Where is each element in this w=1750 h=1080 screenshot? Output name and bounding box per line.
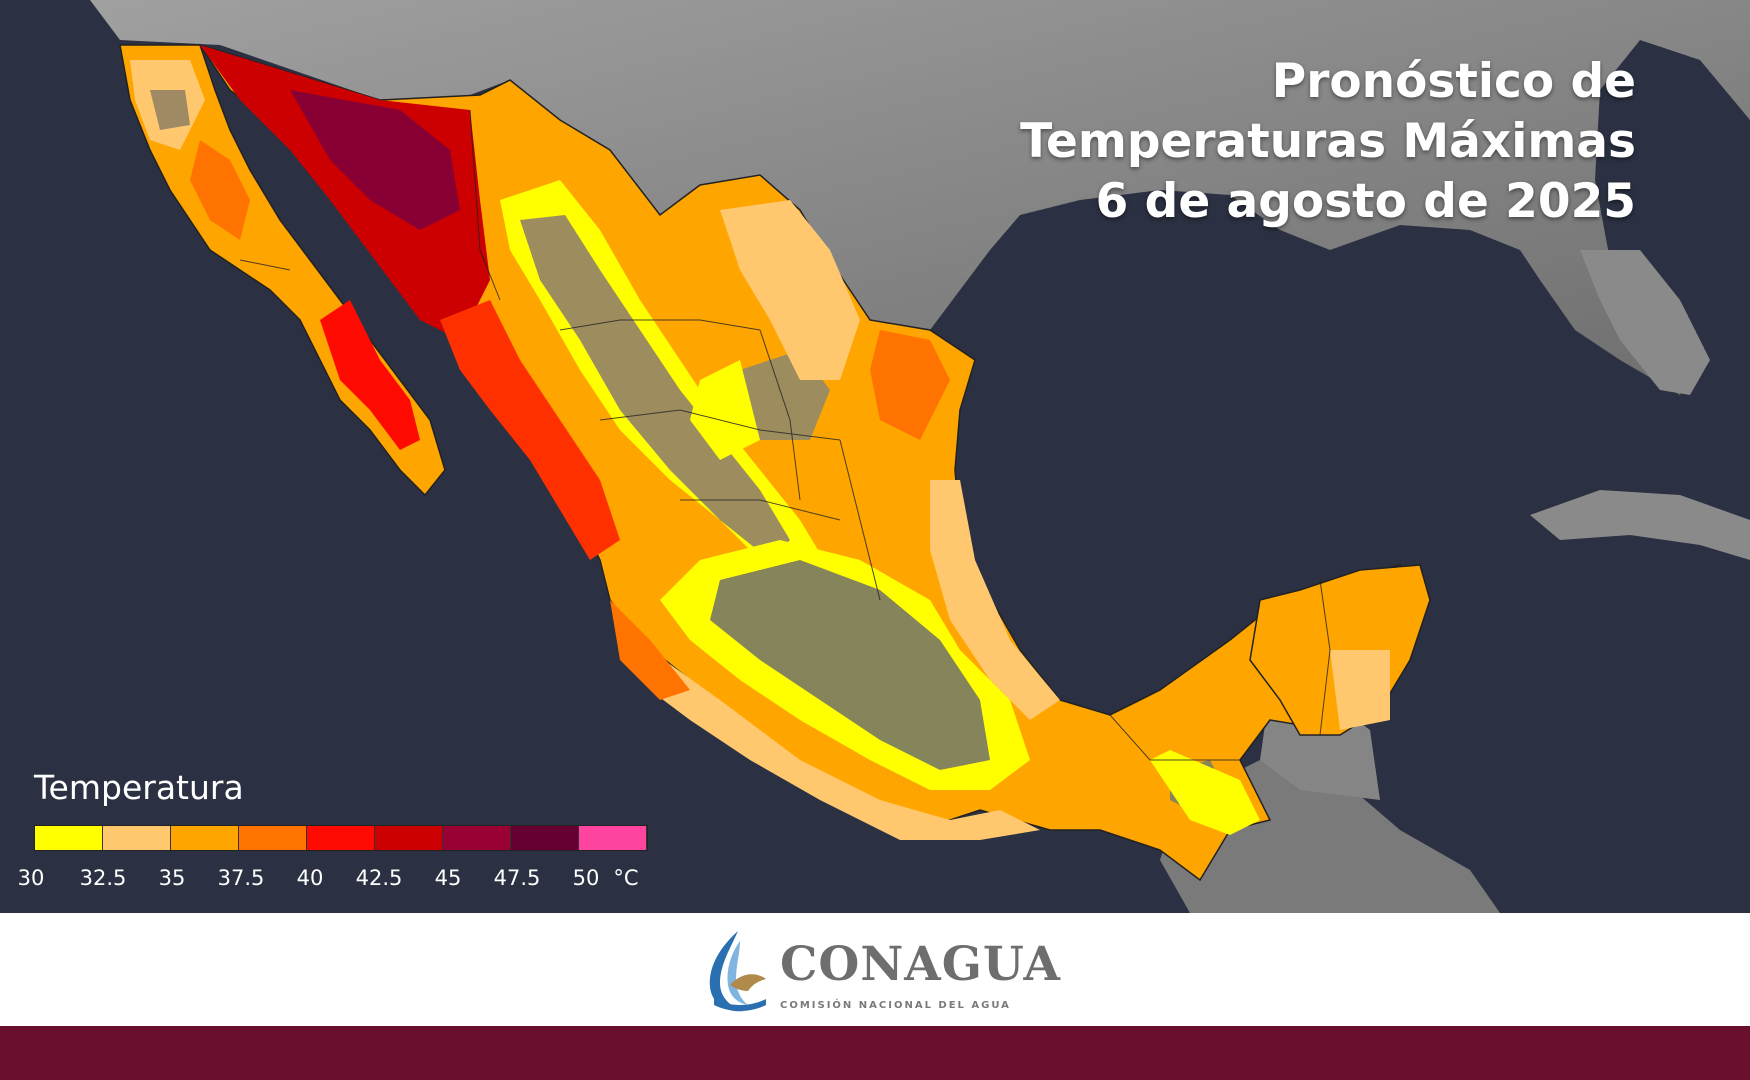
central-plateau-highland — [710, 560, 990, 770]
legend-swatch — [171, 826, 239, 850]
sinaloa-hot-zone — [440, 300, 620, 560]
baja-cool-zone — [150, 90, 190, 130]
sonora-extreme-zone — [200, 45, 490, 340]
legend-tick-label: 32.5 — [79, 866, 127, 890]
florida-land — [1580, 250, 1710, 395]
baja-hot-zone-north — [190, 140, 250, 240]
title-line-2: Temperaturas Máximas — [1020, 114, 1636, 169]
map-title: Pronóstico de Temperaturas Máximas 6 de … — [1020, 52, 1636, 232]
legend-tick-label: 50 — [572, 866, 600, 890]
pacific-coast-hot — [610, 600, 690, 700]
legend-tick-label: 37.5 — [217, 866, 265, 890]
legend-tick-label: 42.5 — [355, 866, 403, 890]
legend-unit-label: °C — [613, 866, 639, 890]
legend-swatch — [307, 826, 375, 850]
conagua-logo: CONAGUA COMISIÓN NACIONAL DEL AGUA — [700, 927, 1060, 1017]
pacific-coast-mild — [650, 650, 1040, 840]
title-line-1: Pronóstico de — [1271, 54, 1636, 109]
logo-wordmark: CONAGUA — [780, 937, 1061, 992]
legend-ticks: 30 32.5 35 37.5 40 42.5 45 47.5 50 °C — [0, 866, 700, 896]
northeast-hot-spot — [870, 330, 950, 440]
legend-tick-label: 45 — [434, 866, 462, 890]
sonora-peak-zone — [290, 90, 460, 230]
bottom-color-band — [0, 1026, 1750, 1080]
state-borders — [239, 109, 1331, 761]
north-america-land — [90, 0, 1750, 395]
title-line-3: 6 de agosto de 2025 — [1095, 174, 1636, 229]
chiapas-mild — [1150, 750, 1260, 835]
gulf-coast-mild — [930, 480, 1060, 720]
baja-hot-zone — [320, 300, 420, 450]
legend-swatch — [511, 826, 579, 850]
legend-swatch — [35, 826, 103, 850]
cuba-land — [1530, 490, 1750, 560]
legend-swatch — [579, 826, 647, 850]
legend-tick-label: 47.5 — [493, 866, 541, 890]
legend-color-bar — [34, 825, 648, 851]
conagua-emblem-icon — [709, 931, 766, 1012]
yucatan-mild-zone — [1330, 650, 1390, 730]
legend-swatch — [375, 826, 443, 850]
temperature-map: Pronóstico de Temperaturas Máximas 6 de … — [0, 0, 1750, 913]
map-graphic — [90, 0, 1750, 913]
northeast-mild-zone — [720, 200, 860, 380]
legend-swatch — [103, 826, 171, 850]
legend-tick-label: 40 — [296, 866, 324, 890]
footer: CONAGUA COMISIÓN NACIONAL DEL AGUA — [0, 913, 1750, 1026]
legend-title: Temperatura — [34, 768, 244, 807]
legend-tick-label: 35 — [158, 866, 186, 890]
legend-tick-label: 30 — [17, 866, 45, 890]
logo-subtitle: COMISIÓN NACIONAL DEL AGUA — [780, 1000, 1011, 1011]
legend-swatch — [239, 826, 307, 850]
sierra-madre-highland — [520, 215, 790, 560]
legend-swatch — [443, 826, 511, 850]
central-north-mild — [690, 360, 760, 460]
